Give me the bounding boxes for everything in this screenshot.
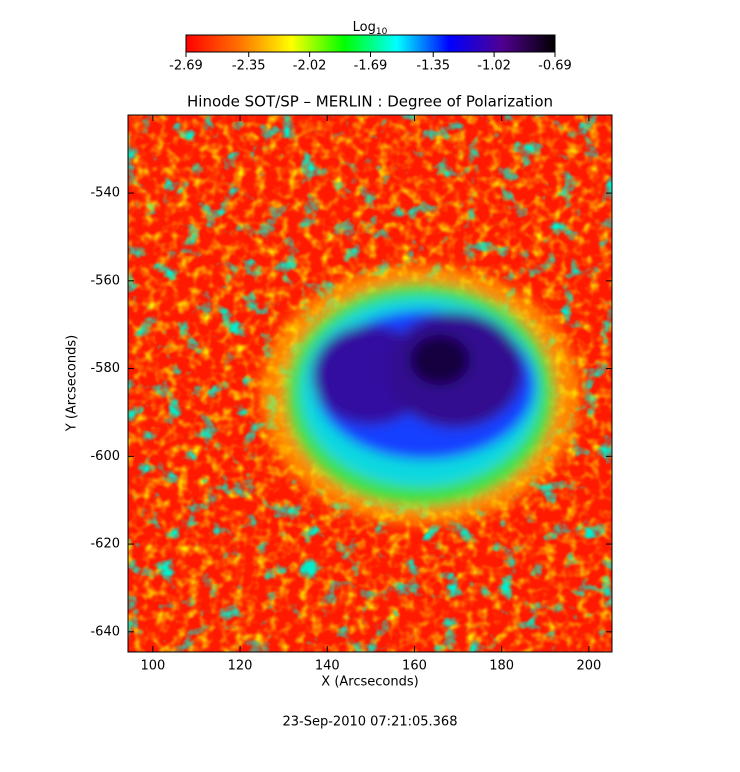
x-tick-label: 140	[315, 659, 340, 674]
heatmap-image	[128, 115, 612, 652]
y-axis-label: Y (Arcseconds)	[65, 335, 80, 432]
colorbar-tick-label: -0.69	[538, 59, 572, 74]
x-tick-label: 180	[489, 659, 514, 674]
colorbar-tick-label: -2.02	[293, 59, 327, 74]
x-tick-label: 100	[140, 659, 165, 674]
y-tick-label: -540	[90, 186, 120, 201]
chart-title: Hinode SOT/SP – MERLIN : Degree of Polar…	[187, 93, 553, 111]
footer-timestamp: 23-Sep-2010 07:21:05.368	[283, 715, 458, 730]
x-axis-label: X (Arcseconds)	[321, 675, 418, 690]
y-tick-label: -600	[90, 449, 120, 464]
x-tick-label: 160	[402, 659, 427, 674]
colorbar-tick-label: -2.35	[232, 59, 266, 74]
colorbar-tick-label: -1.35	[416, 59, 450, 74]
colorbar-tick-label: -1.69	[354, 59, 388, 74]
colorbar	[185, 34, 556, 53]
colorbar-tick-label: -2.69	[169, 59, 203, 74]
colorbar-label: Log10	[353, 20, 388, 37]
plot-frame	[127, 114, 613, 653]
y-tick-label: -560	[90, 273, 120, 288]
x-tick-label: 200	[576, 659, 601, 674]
y-tick-label: -620	[90, 537, 120, 552]
y-tick-label: -580	[90, 361, 120, 376]
colorbar-tick-label: -1.02	[477, 59, 511, 74]
y-tick-label: -640	[90, 624, 120, 639]
x-tick-label: 120	[228, 659, 253, 674]
